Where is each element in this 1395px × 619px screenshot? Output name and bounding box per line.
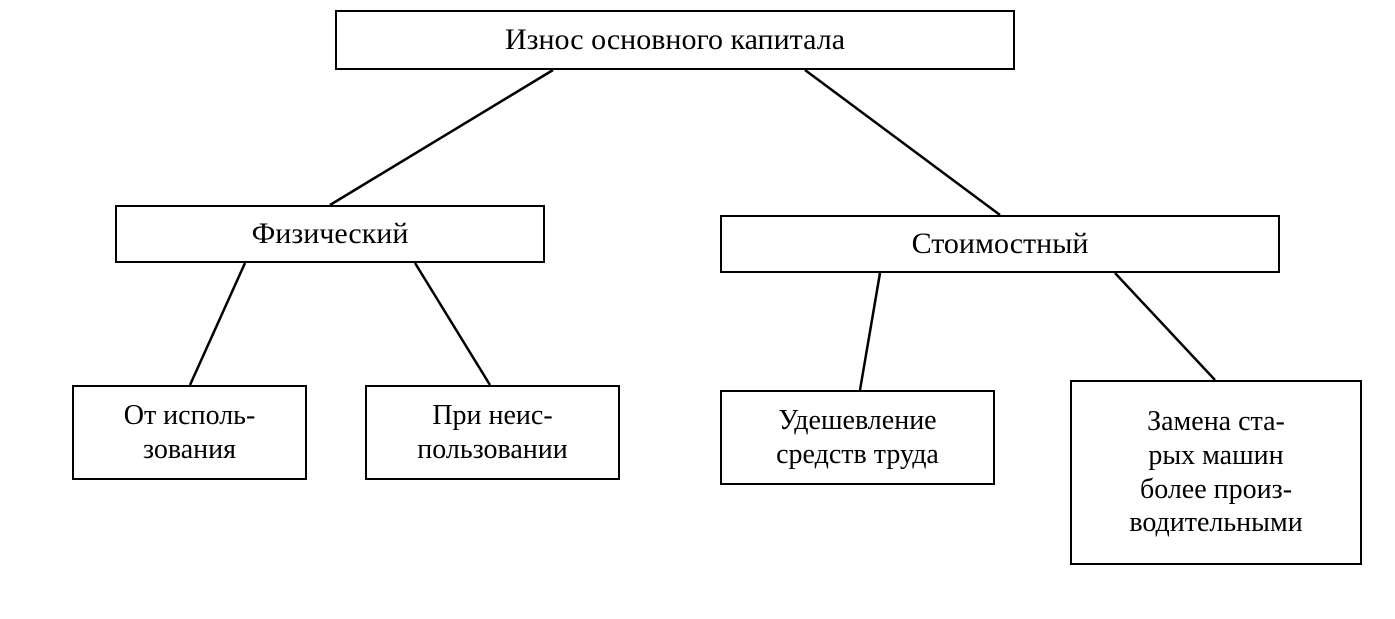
root-node: Износ основного капитала bbox=[335, 10, 1015, 70]
physical-label: Физический bbox=[252, 216, 409, 252]
cost-node: Стоимостный bbox=[720, 215, 1280, 273]
edge-root-cost bbox=[805, 70, 1000, 215]
cost-label: Стоимостный bbox=[912, 226, 1089, 262]
non-use-node: При неис-пользовании bbox=[365, 385, 620, 480]
physical-node: Физический bbox=[115, 205, 545, 263]
from-use-node: От исполь-зования bbox=[72, 385, 307, 480]
replace-label: Замена ста-рых машинболее произ-водитель… bbox=[1129, 405, 1302, 539]
edge-physical-from_use bbox=[190, 263, 245, 385]
from-use-label: От исполь-зования bbox=[124, 399, 256, 466]
edge-cost-replace bbox=[1115, 273, 1215, 380]
cheaper-node: Удешевлениесредств труда bbox=[720, 390, 995, 485]
root-label: Износ основного капитала bbox=[505, 22, 845, 58]
edge-cost-cheaper bbox=[860, 273, 880, 390]
non-use-label: При неис-пользовании bbox=[417, 399, 568, 466]
edge-physical-non_use bbox=[415, 263, 490, 385]
cheaper-label: Удешевлениесредств труда bbox=[776, 404, 939, 471]
edge-root-physical bbox=[330, 70, 553, 205]
replace-node: Замена ста-рых машинболее произ-водитель… bbox=[1070, 380, 1362, 565]
